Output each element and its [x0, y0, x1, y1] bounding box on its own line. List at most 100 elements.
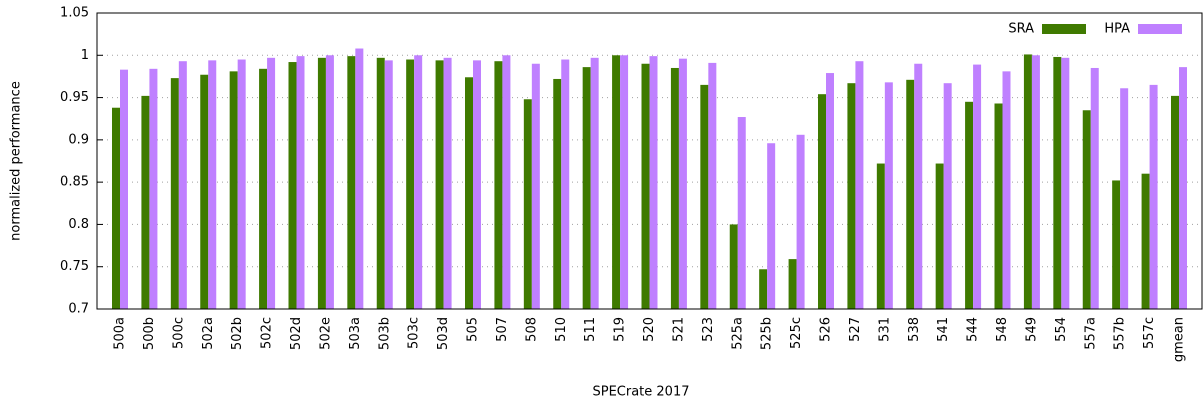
y-tick-label: 0.9 [68, 132, 89, 147]
x-tick-label: 557c [1142, 317, 1157, 349]
bar [267, 57, 276, 309]
bar [884, 82, 893, 309]
x-tick-label: 503c [407, 317, 422, 349]
bar [641, 63, 650, 309]
y-tick-label: 1.05 [60, 6, 89, 21]
bar [435, 60, 444, 309]
bar [700, 84, 709, 309]
bar [561, 59, 570, 310]
x-tick-label: 525a [730, 317, 745, 350]
x-tick-label: 502a [201, 317, 216, 350]
bar [796, 134, 805, 309]
bar [229, 71, 238, 310]
y-tick-label: 0.95 [60, 90, 89, 105]
legend-label: SRA [1008, 22, 1034, 37]
x-tick-label: 503a [348, 317, 363, 350]
x-tick-label: 544 [966, 317, 981, 342]
bar [759, 269, 768, 309]
bar [325, 55, 334, 310]
bar [531, 63, 540, 309]
x-tick-label: 549 [1024, 317, 1039, 342]
bar [1002, 71, 1011, 310]
bar [112, 107, 120, 309]
bar [1061, 57, 1070, 309]
bar [553, 78, 562, 309]
bar [208, 60, 217, 309]
bar [876, 163, 885, 309]
x-tick-label: 527 [848, 317, 863, 342]
bar [1141, 173, 1150, 309]
bar [590, 57, 599, 309]
bar [473, 60, 481, 309]
x-tick-label: 502b [230, 317, 245, 350]
x-tick-label: 508 [524, 317, 539, 342]
x-tick-label: 520 [642, 317, 657, 342]
x-tick-label: gmean [1172, 317, 1187, 362]
y-axis-title: normalized performance [9, 81, 24, 241]
bar [826, 73, 834, 309]
bar [906, 79, 915, 309]
y-tick-label: 0.75 [60, 259, 89, 274]
x-tick-label: 500b [142, 317, 157, 350]
legend-swatch [1042, 24, 1086, 34]
x-tick-label: 557b [1113, 317, 1128, 350]
x-tick-label: 500c [171, 317, 186, 349]
bar [347, 56, 356, 310]
bar [288, 62, 297, 310]
x-tick-label: 511 [583, 317, 598, 342]
x-tick-label: 525b [760, 317, 775, 350]
legend-label: HPA [1104, 22, 1130, 37]
bar [1112, 180, 1121, 309]
x-tick-label: 502e [318, 317, 333, 350]
bar [1053, 56, 1062, 309]
bar [847, 83, 856, 310]
bar [141, 95, 150, 309]
bar [414, 55, 423, 310]
x-tick-label: 510 [554, 317, 569, 342]
x-tick-label: 500a [113, 317, 128, 350]
bar [855, 61, 864, 309]
x-tick-label: 521 [671, 317, 686, 342]
x-tick-label: 548 [995, 317, 1010, 342]
bar [1149, 84, 1158, 309]
x-tick-label: 502d [289, 317, 304, 350]
bar [670, 67, 679, 309]
bar [965, 101, 974, 309]
x-tick-label: 523 [701, 317, 716, 342]
bar [1171, 95, 1179, 309]
legend-swatch [1138, 24, 1182, 34]
bar [384, 60, 393, 309]
x-tick-label: 519 [613, 317, 628, 342]
bar [1031, 55, 1040, 310]
plot-frame [96, 12, 1203, 310]
bar [494, 61, 503, 309]
y-tick-label: 1 [81, 48, 89, 63]
y-tick-label: 0.7 [68, 302, 89, 317]
bar [1082, 110, 1091, 309]
bar [1120, 88, 1129, 309]
bar [465, 77, 473, 309]
bar [1090, 67, 1099, 309]
x-tick-label: 557a [1083, 317, 1098, 350]
bar [708, 62, 717, 310]
bar [178, 61, 187, 309]
x-tick-label: 525c [789, 317, 804, 349]
bar [1023, 54, 1032, 309]
x-tick-label: 538 [907, 317, 922, 342]
x-tick-label: 531 [877, 317, 892, 342]
bar [376, 57, 385, 309]
x-tick-label: 505 [466, 317, 481, 342]
bar [914, 63, 923, 309]
bar [737, 117, 746, 309]
bar [767, 143, 776, 309]
bar [170, 78, 179, 310]
bar [406, 59, 415, 310]
bar [355, 48, 364, 310]
x-tick-label: 503b [377, 317, 392, 350]
bar [259, 68, 268, 310]
bar [120, 69, 128, 309]
x-tick-label: 502c [260, 317, 275, 349]
x-tick-label: 507 [495, 317, 510, 342]
bar [237, 59, 246, 310]
bar [443, 57, 452, 309]
